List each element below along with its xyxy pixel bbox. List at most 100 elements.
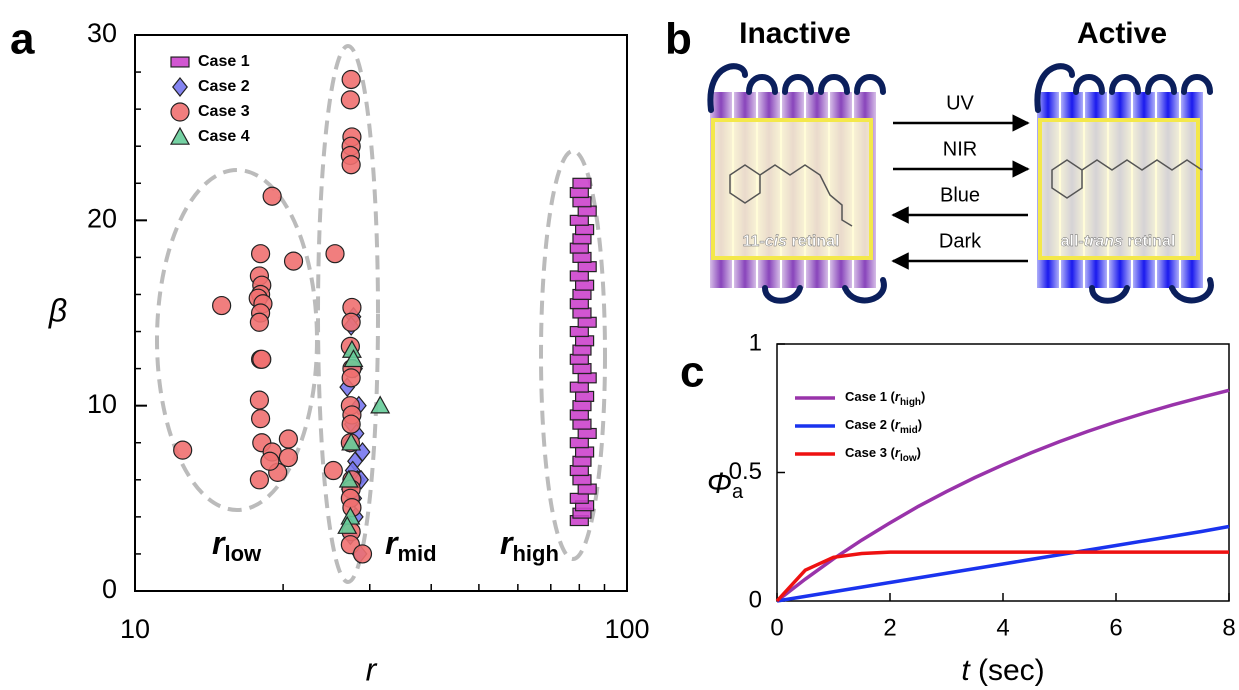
circle-marker (341, 155, 361, 175)
circle-marker (325, 244, 345, 264)
circle-marker (173, 440, 193, 460)
x-tick-label: 4 (996, 614, 1009, 641)
text-part: ) (918, 417, 922, 432)
x-tick-label: 8 (1222, 614, 1235, 641)
circle-marker (262, 186, 282, 206)
square-marker (572, 177, 592, 189)
square-marker (574, 335, 595, 347)
circle-marker (283, 251, 304, 271)
triangle-marker (338, 469, 359, 488)
annotation: rhigh (500, 525, 559, 565)
text-part: r (500, 525, 514, 561)
square-marker (569, 186, 589, 199)
loop (762, 277, 887, 304)
chromophore-box (1038, 118, 1200, 260)
square-marker (572, 288, 592, 301)
text-part: 11- (743, 233, 765, 250)
text-part: (sec) (970, 654, 1045, 687)
square-marker (577, 427, 597, 440)
circle-marker (341, 368, 361, 388)
x-tick-label: 6 (1109, 614, 1122, 641)
triangle-marker (370, 395, 391, 414)
loop (1089, 277, 1214, 304)
square-marker (577, 261, 597, 273)
circle-marker (341, 312, 361, 332)
square-marker (577, 316, 597, 328)
circle-marker (341, 69, 361, 90)
diamond-marker (172, 77, 188, 97)
square-marker (572, 233, 592, 245)
arrow-label: NIR (943, 138, 977, 160)
chromophore-box (711, 118, 873, 260)
text-part: r (895, 417, 901, 432)
legend-label: Case 1 (rhigh) (845, 389, 925, 407)
triangle-marker (337, 515, 358, 534)
text-part: a (732, 481, 744, 503)
legend-label: Case 3 (rlow) (845, 445, 921, 463)
text-part: retinal (787, 233, 839, 250)
state-label: all-trans retinal (1061, 233, 1176, 250)
square-marker (577, 483, 597, 495)
square-marker (572, 307, 592, 319)
loop (1034, 63, 1213, 113)
circle-marker (278, 429, 298, 449)
x-tick-label: 2 (883, 614, 896, 641)
x-axis-label: r (366, 651, 378, 687)
cluster-outline (539, 149, 607, 561)
square-marker (572, 344, 592, 356)
circle-marker (278, 447, 298, 468)
square-marker (569, 214, 589, 226)
y-tick-label: 0.5 (729, 458, 762, 485)
y-tick-label: 0 (749, 586, 762, 613)
plot-frame (134, 34, 628, 592)
state-title: Active (1077, 17, 1167, 50)
circle-marker (250, 409, 271, 429)
circle-marker (249, 312, 270, 332)
circle-marker (341, 414, 361, 434)
square-marker (569, 242, 589, 254)
square-marker (574, 446, 595, 458)
panel-label: b (665, 15, 692, 64)
square-marker (569, 353, 589, 365)
text-part: ) (921, 389, 925, 404)
square-marker (569, 298, 589, 310)
circle-marker (250, 244, 271, 264)
square-marker (574, 390, 595, 402)
circle-marker (352, 544, 373, 564)
circle-marker (170, 102, 190, 122)
square-marker (569, 381, 589, 393)
text-part: low (900, 453, 917, 464)
text-part: high (900, 397, 921, 408)
x-tick-label: 10 (120, 614, 150, 644)
square-marker (577, 205, 597, 217)
text-part: low (224, 541, 262, 566)
state-label: 11-cis retinal (743, 233, 840, 250)
legend-label: Case 3 (198, 103, 250, 120)
text-part: r (212, 525, 226, 561)
x-tick-label: 0 (770, 614, 783, 641)
y-tick-label: 30 (87, 18, 117, 48)
square-marker (569, 492, 589, 504)
retinal-structure (729, 164, 853, 227)
y-tick-label: 20 (87, 203, 117, 233)
legend-label: Case 2 (rmid) (845, 417, 922, 435)
square-marker (569, 325, 589, 338)
annotation: rmid (385, 525, 437, 565)
square-marker (572, 400, 592, 412)
y-tick-label: 10 (87, 389, 117, 419)
square-marker (572, 474, 592, 486)
text-part: r (385, 525, 399, 561)
x-tick-label: 100 (604, 614, 649, 644)
y-axis-label: Φa (707, 467, 744, 503)
text-part: r (895, 389, 901, 404)
panel-label: c (680, 348, 704, 397)
square-marker (572, 251, 592, 263)
line-series (775, 388, 1230, 603)
square-marker (569, 270, 589, 282)
text-part: cis (765, 233, 787, 250)
line-series (775, 550, 1229, 603)
circle-marker (212, 295, 232, 316)
circle-marker (340, 90, 360, 110)
square-marker (574, 224, 595, 236)
